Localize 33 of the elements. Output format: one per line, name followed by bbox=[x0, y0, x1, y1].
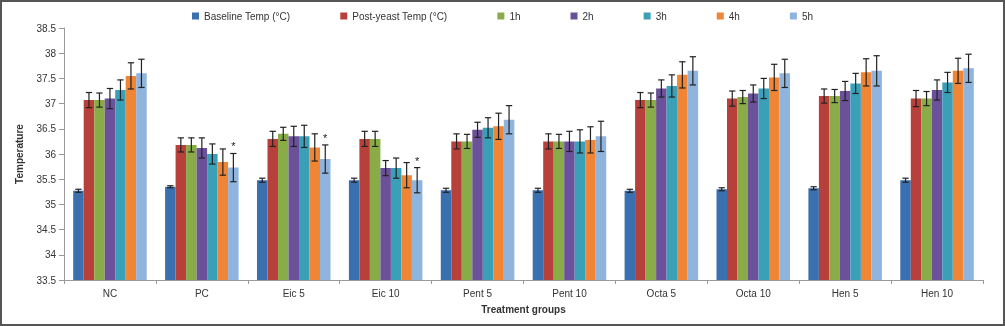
y-tick-label: 34.5 bbox=[36, 224, 57, 236]
x-tick-label: Eic 10 bbox=[371, 287, 400, 299]
legend-label: Post-yeast Temp (°C) bbox=[352, 10, 448, 22]
y-axis-title: Temperature bbox=[13, 123, 25, 184]
y-tick-label: 37 bbox=[44, 98, 57, 110]
y-tick-label: 34 bbox=[44, 249, 57, 261]
x-tick-label: Hen 5 bbox=[831, 287, 859, 299]
y-tick-label: 38 bbox=[44, 47, 57, 59]
y-tick-label: 36 bbox=[44, 148, 57, 160]
x-tick-label: Pent 10 bbox=[552, 287, 588, 299]
legend-label: 1h bbox=[509, 10, 521, 22]
y-tick-label: 36.5 bbox=[36, 123, 57, 135]
y-tick-label: 35 bbox=[44, 198, 57, 210]
legend-label: 2h bbox=[582, 10, 594, 22]
x-tick-label: NC bbox=[102, 287, 118, 299]
y-tick-label: 38.5 bbox=[36, 22, 57, 34]
annotation: * bbox=[231, 140, 237, 153]
legend-label: 4h bbox=[728, 10, 740, 22]
legend-label: 3h bbox=[655, 10, 667, 22]
x-tick-label: Pent 5 bbox=[463, 287, 493, 299]
legend-label: Baseline Temp (°C) bbox=[204, 10, 291, 22]
annotation: * bbox=[415, 155, 421, 168]
x-tick-label: Eic 5 bbox=[282, 287, 306, 299]
x-tick-label: Octa 5 bbox=[646, 287, 677, 299]
x-tick-label: PC bbox=[194, 287, 209, 299]
y-tick-label: 33.5 bbox=[36, 274, 57, 286]
x-tick-label: Octa 10 bbox=[735, 287, 772, 299]
x-tick-label: Hen 10 bbox=[920, 287, 954, 299]
annotation: * bbox=[323, 132, 329, 145]
y-tick-label: 35.5 bbox=[36, 173, 57, 185]
y-tick-label: 37.5 bbox=[36, 72, 57, 84]
legend-label: 5h bbox=[801, 10, 813, 22]
x-axis-title: Treatment groups bbox=[481, 303, 567, 315]
